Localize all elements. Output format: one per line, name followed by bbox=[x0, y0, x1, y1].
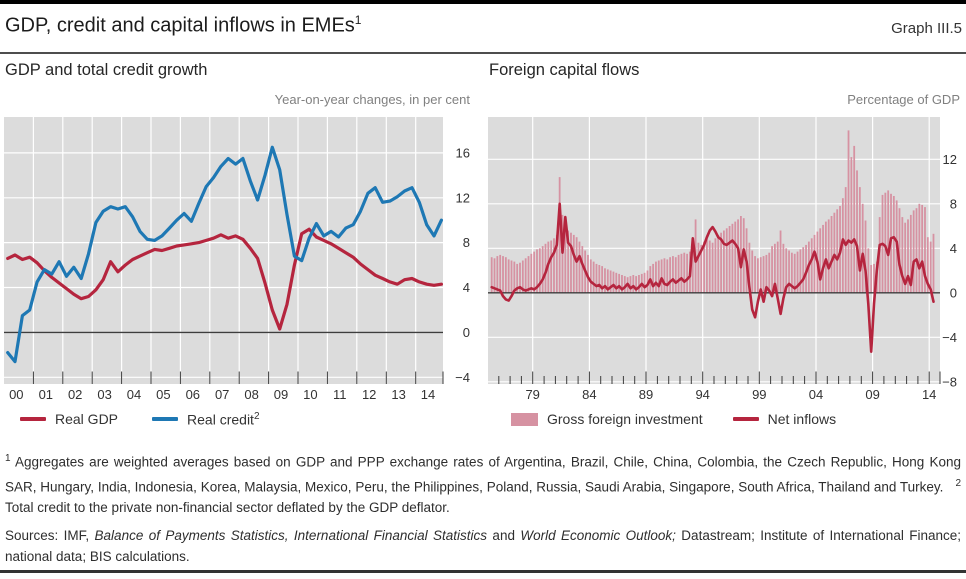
real-credit-line bbox=[6, 145, 443, 364]
x-tick-label: 89 bbox=[639, 387, 653, 402]
net-inflows-line bbox=[490, 202, 935, 353]
x-tick-label: 10 bbox=[303, 387, 317, 402]
y-tick-label: 0 bbox=[950, 285, 957, 300]
y-tick-label: 12 bbox=[456, 190, 470, 205]
right-legend: Gross foreign investment Net inflows bbox=[511, 411, 836, 427]
x-tick-label: 00 bbox=[9, 387, 23, 402]
net-inflows-swatch bbox=[732, 417, 759, 421]
x-tick-label: 09 bbox=[865, 387, 879, 402]
legend-label: Net inflows bbox=[767, 411, 837, 427]
legend-item-real-gdp: Real GDP bbox=[20, 411, 118, 427]
page-title-text: GDP, credit and capital inflows in EMEs bbox=[5, 14, 355, 37]
legend-label: Gross foreign investment bbox=[547, 411, 703, 427]
legend-item-net-inflows: Net inflows bbox=[732, 411, 837, 427]
legend-item-real-credit: Real credit2 bbox=[152, 411, 260, 428]
x-tick-label: 09 bbox=[274, 387, 288, 402]
source-text: and bbox=[487, 528, 521, 543]
x-tick-label: 02 bbox=[68, 387, 82, 402]
x-tick-label: 14 bbox=[421, 387, 435, 402]
real-gdp-swatch bbox=[20, 417, 46, 422]
source-text: Datastream; Institute of International F… bbox=[5, 528, 961, 564]
x-tick-label: 04 bbox=[127, 387, 141, 402]
y-tick-label: 8 bbox=[950, 196, 957, 211]
y-tick-label: 8 bbox=[463, 235, 470, 250]
plot-area bbox=[4, 117, 443, 384]
y-tick-label: −8 bbox=[942, 374, 957, 389]
footnote-1-marker: 1 bbox=[5, 453, 11, 464]
gdp-credit-growth-chart: 16 12 8 4 0 −4 00 01 02 03 04 05 06 07 08 09 10 11 12 13 14 bbox=[4, 117, 470, 402]
x-tick-label: 01 bbox=[39, 387, 53, 402]
x-tick-label: 84 bbox=[582, 387, 596, 402]
y-tick-label: 12 bbox=[943, 152, 957, 167]
x-tick-label: 12 bbox=[362, 387, 376, 402]
legend-label: Real GDP bbox=[55, 411, 119, 428]
x-tick-label: 14 bbox=[922, 387, 936, 402]
y-tick-label: 16 bbox=[456, 145, 470, 160]
x-tick-label: 07 bbox=[215, 387, 229, 402]
footnote-2-text: Total credit to the private non-financia… bbox=[5, 500, 450, 515]
left-panel-title: GDP and total credit growth bbox=[5, 61, 208, 79]
y-tick-label: 4 bbox=[950, 241, 957, 256]
x-tick-label: 11 bbox=[333, 387, 347, 402]
page-title: GDP, credit and capital inflows in EMEs1 bbox=[5, 13, 361, 38]
real-gdp-line bbox=[6, 227, 443, 331]
left-unit-label: Year-on-year changes, in per cent bbox=[274, 92, 470, 107]
x-tick-label: 99 bbox=[752, 387, 766, 402]
top-rule bbox=[0, 0, 966, 4]
x-tick-label: 08 bbox=[244, 387, 258, 402]
footnote-2-marker: 2 bbox=[955, 477, 961, 489]
y-tick-label: −4 bbox=[455, 370, 470, 385]
legend-label: Real credit2 bbox=[187, 411, 260, 428]
title-footnote-marker: 1 bbox=[354, 13, 362, 27]
x-tick-label: 79 bbox=[525, 387, 539, 402]
x-tick-label: 94 bbox=[695, 387, 709, 402]
source-publication: Balance of Payments Statistics, Internat… bbox=[94, 528, 488, 543]
footnote-1-text: Aggregates are weighted averages based o… bbox=[5, 454, 961, 495]
x-tick-label: 06 bbox=[186, 387, 200, 402]
source-publication: World Economic Outlook; bbox=[520, 528, 676, 543]
gross-foreign-investment-swatch bbox=[511, 412, 538, 426]
x-tick-label: 13 bbox=[391, 387, 405, 402]
bottom-rule bbox=[0, 570, 966, 573]
right-panel-title: Foreign capital flows bbox=[489, 61, 640, 79]
legend-item-gross-foreign-investment: Gross foreign investment bbox=[511, 411, 703, 427]
x-tick-label: 03 bbox=[97, 387, 111, 402]
left-legend: Real GDP Real credit2 bbox=[20, 411, 260, 428]
real-credit-swatch bbox=[152, 417, 179, 422]
right-unit-label: Percentage of GDP bbox=[847, 92, 960, 107]
y-tick-label: 4 bbox=[463, 280, 470, 295]
sources-line: Sources: IMF, Balance of Payments Statis… bbox=[5, 525, 961, 567]
source-text: Sources: IMF, bbox=[5, 528, 95, 543]
footnotes: 1 Aggregates are weighted averages based… bbox=[5, 448, 961, 518]
x-tick-label: 05 bbox=[156, 387, 170, 402]
graph-number: Graph III.5 bbox=[891, 20, 962, 37]
title-separator bbox=[0, 52, 966, 54]
y-tick-label: −4 bbox=[942, 330, 957, 345]
x-tick-label: 04 bbox=[809, 387, 823, 402]
y-tick-label: 0 bbox=[463, 325, 470, 340]
